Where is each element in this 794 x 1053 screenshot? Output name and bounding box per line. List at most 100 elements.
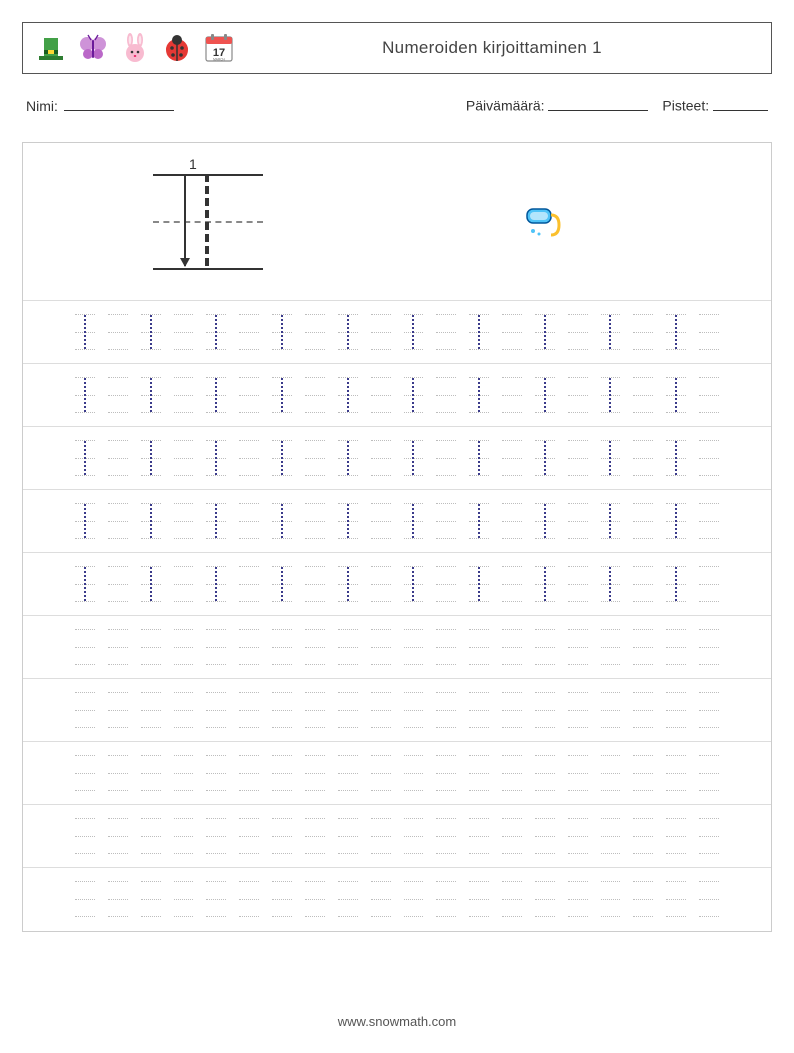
practice-cell[interactable] <box>500 753 524 793</box>
practice-cell[interactable] <box>402 438 426 478</box>
practice-cell[interactable] <box>599 879 623 919</box>
practice-cell[interactable] <box>270 627 294 667</box>
practice-cell[interactable] <box>336 753 360 793</box>
practice-cell[interactable] <box>336 375 360 415</box>
practice-cell[interactable] <box>139 816 163 856</box>
practice-cell[interactable] <box>237 753 261 793</box>
practice-cell[interactable] <box>467 753 491 793</box>
practice-cell[interactable] <box>369 879 393 919</box>
practice-cell[interactable] <box>402 312 426 352</box>
practice-cell[interactable] <box>336 501 360 541</box>
practice-cell[interactable] <box>106 753 130 793</box>
practice-cell[interactable] <box>270 438 294 478</box>
practice-cell[interactable] <box>664 690 688 730</box>
practice-cell[interactable] <box>139 753 163 793</box>
practice-cell[interactable] <box>73 627 97 667</box>
practice-cell[interactable] <box>303 375 327 415</box>
practice-cell[interactable] <box>697 375 721 415</box>
practice-cell[interactable] <box>303 879 327 919</box>
practice-cell[interactable] <box>434 375 458 415</box>
practice-cell[interactable] <box>303 627 327 667</box>
practice-cell[interactable] <box>139 501 163 541</box>
practice-cell[interactable] <box>369 627 393 667</box>
practice-cell[interactable] <box>106 627 130 667</box>
practice-cell[interactable] <box>664 312 688 352</box>
practice-cell[interactable] <box>566 564 590 604</box>
practice-cell[interactable] <box>237 564 261 604</box>
practice-cell[interactable] <box>270 690 294 730</box>
practice-cell[interactable] <box>369 501 393 541</box>
practice-cell[interactable] <box>336 627 360 667</box>
practice-cell[interactable] <box>270 501 294 541</box>
practice-cell[interactable] <box>172 438 196 478</box>
practice-cell[interactable] <box>204 501 228 541</box>
practice-cell[interactable] <box>106 816 130 856</box>
practice-cell[interactable] <box>73 438 97 478</box>
practice-cell[interactable] <box>664 627 688 667</box>
practice-cell[interactable] <box>566 312 590 352</box>
practice-cell[interactable] <box>336 438 360 478</box>
practice-cell[interactable] <box>369 438 393 478</box>
practice-cell[interactable] <box>106 690 130 730</box>
practice-cell[interactable] <box>237 438 261 478</box>
practice-cell[interactable] <box>204 375 228 415</box>
practice-cell[interactable] <box>599 753 623 793</box>
practice-cell[interactable] <box>172 312 196 352</box>
practice-cell[interactable] <box>599 816 623 856</box>
practice-cell[interactable] <box>369 753 393 793</box>
practice-cell[interactable] <box>664 879 688 919</box>
practice-cell[interactable] <box>402 627 426 667</box>
practice-cell[interactable] <box>533 753 557 793</box>
practice-cell[interactable] <box>434 501 458 541</box>
practice-cell[interactable] <box>73 312 97 352</box>
practice-cell[interactable] <box>697 312 721 352</box>
practice-cell[interactable] <box>106 375 130 415</box>
practice-cell[interactable] <box>270 816 294 856</box>
practice-cell[interactable] <box>566 816 590 856</box>
practice-cell[interactable] <box>697 564 721 604</box>
practice-cell[interactable] <box>434 627 458 667</box>
practice-cell[interactable] <box>73 753 97 793</box>
practice-cell[interactable] <box>73 879 97 919</box>
practice-cell[interactable] <box>500 438 524 478</box>
practice-cell[interactable] <box>73 816 97 856</box>
practice-cell[interactable] <box>106 312 130 352</box>
practice-cell[interactable] <box>533 375 557 415</box>
practice-cell[interactable] <box>204 753 228 793</box>
practice-cell[interactable] <box>631 753 655 793</box>
practice-cell[interactable] <box>664 375 688 415</box>
practice-cell[interactable] <box>664 816 688 856</box>
practice-cell[interactable] <box>402 879 426 919</box>
practice-cell[interactable] <box>566 501 590 541</box>
practice-cell[interactable] <box>139 375 163 415</box>
practice-cell[interactable] <box>697 438 721 478</box>
practice-cell[interactable] <box>664 438 688 478</box>
practice-cell[interactable] <box>434 690 458 730</box>
practice-cell[interactable] <box>500 564 524 604</box>
practice-cell[interactable] <box>402 690 426 730</box>
practice-cell[interactable] <box>270 753 294 793</box>
practice-cell[interactable] <box>270 879 294 919</box>
practice-cell[interactable] <box>533 816 557 856</box>
practice-cell[interactable] <box>500 816 524 856</box>
practice-cell[interactable] <box>106 501 130 541</box>
practice-cell[interactable] <box>631 564 655 604</box>
practice-cell[interactable] <box>697 690 721 730</box>
practice-cell[interactable] <box>467 501 491 541</box>
practice-cell[interactable] <box>467 375 491 415</box>
practice-cell[interactable] <box>434 879 458 919</box>
practice-cell[interactable] <box>204 627 228 667</box>
practice-cell[interactable] <box>631 438 655 478</box>
practice-cell[interactable] <box>631 816 655 856</box>
practice-cell[interactable] <box>467 627 491 667</box>
practice-cell[interactable] <box>664 564 688 604</box>
practice-cell[interactable] <box>434 564 458 604</box>
practice-cell[interactable] <box>697 879 721 919</box>
practice-cell[interactable] <box>599 501 623 541</box>
practice-cell[interactable] <box>599 312 623 352</box>
practice-cell[interactable] <box>139 879 163 919</box>
name-blank[interactable] <box>64 96 174 111</box>
practice-cell[interactable] <box>697 501 721 541</box>
practice-cell[interactable] <box>566 438 590 478</box>
practice-cell[interactable] <box>73 690 97 730</box>
